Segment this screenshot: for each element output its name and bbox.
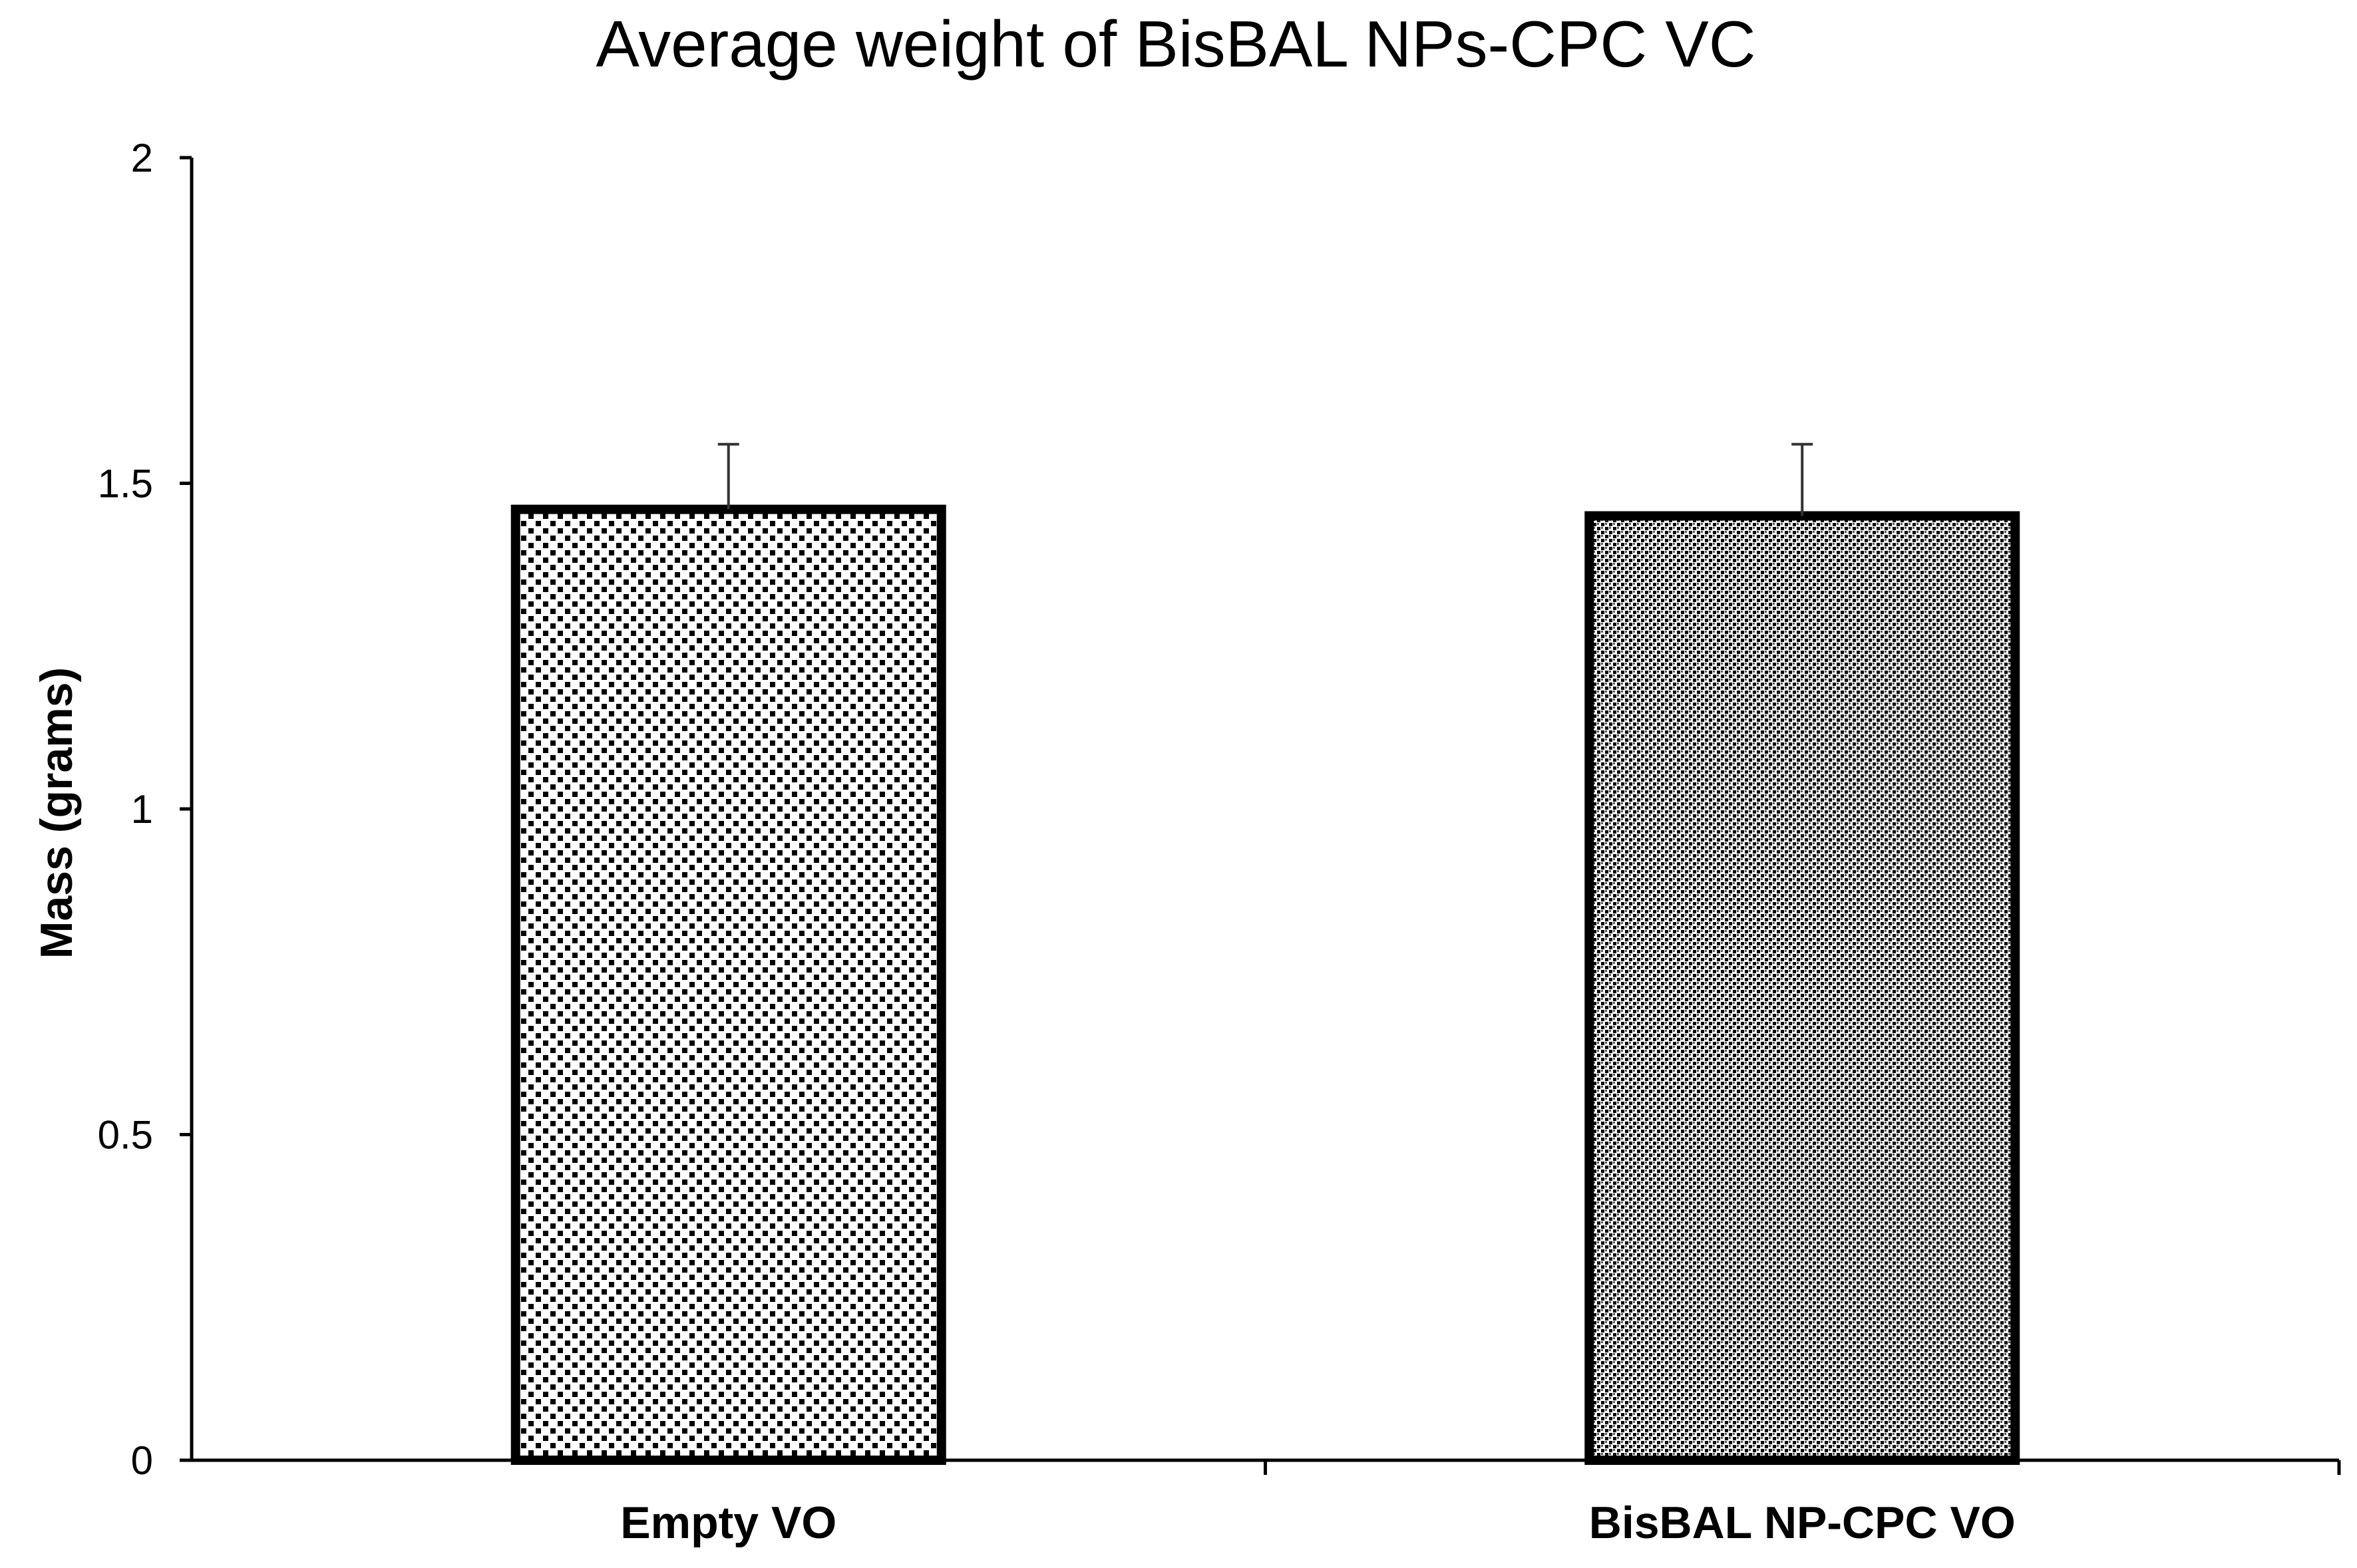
y-axis-label: Mass (grams) (31, 667, 82, 959)
y-ticks: 0 0.5 1 1.5 2 (98, 136, 192, 1483)
bars (510, 504, 2020, 1466)
y-tick-label: 1.5 (98, 462, 153, 506)
bar (1584, 511, 2020, 1466)
y-tick-label: 0.5 (98, 1113, 153, 1158)
y-tick-label: 2 (131, 136, 153, 180)
error-bars (717, 442, 1813, 516)
bar (510, 504, 946, 1465)
x-tick-label: Empty VO (620, 1497, 836, 1548)
y-tick-label: 1 (131, 787, 153, 832)
x-tick-label: BisBAL NP-CPC VO (1589, 1497, 2016, 1548)
x-tick-labels: Empty VO BisBAL NP-CPC VO (620, 1497, 2016, 1548)
chart-title: Average weight of BisBAL NPs-CPC VC (596, 7, 1756, 80)
y-tick-label: 0 (131, 1438, 153, 1483)
